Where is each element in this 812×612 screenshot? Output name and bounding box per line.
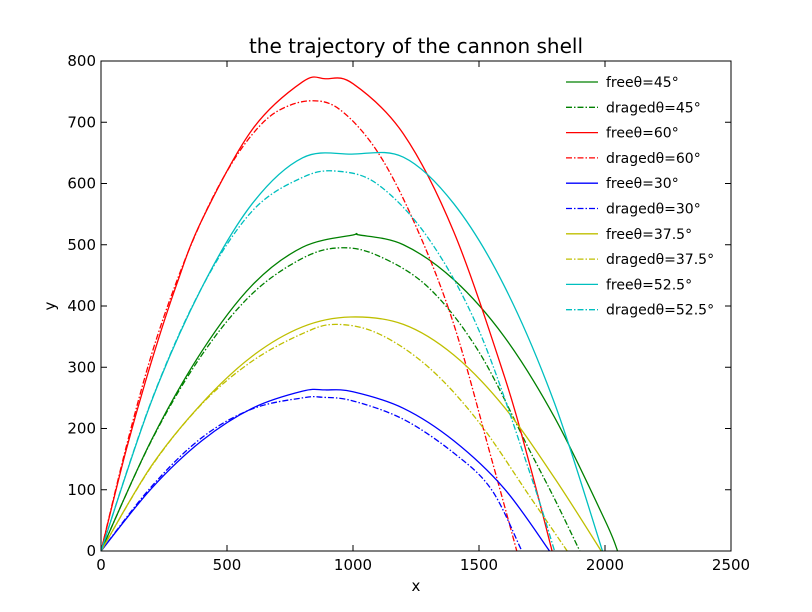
y-tick-label: 400 bbox=[67, 297, 96, 315]
series-line-2 bbox=[101, 247, 581, 551]
legend-label-7: freeθ=37.5° bbox=[606, 227, 692, 243]
legend-label-1: freeθ=45° bbox=[606, 75, 679, 91]
y-tick-label: 0 bbox=[86, 542, 96, 560]
series-line-6 bbox=[101, 396, 523, 551]
x-tick-label: 2000 bbox=[586, 556, 624, 574]
y-tick-label: 200 bbox=[67, 420, 96, 438]
legend-label-5: freeθ=30° bbox=[606, 176, 679, 192]
legend-label-6: dragedθ=30° bbox=[606, 202, 701, 218]
y-tick-label: 600 bbox=[67, 175, 96, 193]
series-line-4 bbox=[101, 100, 518, 551]
chart-title: the trajectory of the cannon shell bbox=[249, 34, 583, 58]
y-tick-label: 500 bbox=[67, 236, 96, 254]
axis-ticks: 0 500 1000 1500 2000 2500 0 100 200 300 400 500 600 7… bbox=[67, 52, 750, 574]
x-tick-label: 0 bbox=[96, 556, 106, 574]
y-tick-label: 100 bbox=[67, 481, 96, 499]
y-axis-label: y bbox=[41, 301, 59, 310]
legend: freeθ=45° dragedθ=45° freeθ=60° dragedθ=60°… bbox=[566, 75, 714, 319]
legend-label-2: dragedθ=45° bbox=[606, 100, 701, 116]
series-line-8 bbox=[101, 323, 568, 551]
legend-label-4: dragedθ=60° bbox=[606, 151, 701, 167]
legend-label-3: freeθ=60° bbox=[606, 126, 679, 142]
y-tick-label: 300 bbox=[67, 358, 96, 376]
y-tick-label: 700 bbox=[67, 113, 96, 131]
legend-label-9: freeθ=52.5° bbox=[606, 277, 692, 293]
x-tick-label: 2500 bbox=[712, 556, 750, 574]
x-tick-label: 1000 bbox=[334, 556, 372, 574]
series-line-1 bbox=[101, 232, 619, 551]
plot-area bbox=[101, 76, 619, 551]
x-tick-label: 1500 bbox=[460, 556, 498, 574]
y-tick-label: 800 bbox=[67, 52, 96, 70]
x-tick-label: 500 bbox=[213, 556, 242, 574]
legend-label-10: dragedθ=52.5° bbox=[606, 303, 714, 319]
series-line-3 bbox=[101, 76, 553, 551]
series-line-10 bbox=[101, 170, 556, 551]
series-line-5 bbox=[101, 388, 551, 551]
legend-label-8: dragedθ=37.5° bbox=[606, 252, 714, 268]
x-axis-label: x bbox=[412, 577, 421, 595]
